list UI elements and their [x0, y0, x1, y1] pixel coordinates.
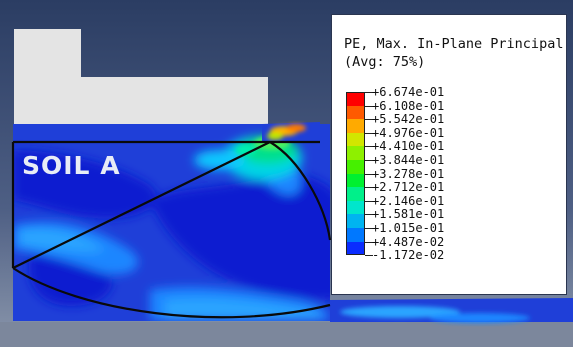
legend-swatch [346, 214, 365, 228]
legend-label: +6.674e-01 [372, 85, 445, 99]
failure-mechanism-lines [11, 140, 332, 319]
legend-row: +1.581e-01 [332, 207, 568, 228]
legend-swatch [346, 241, 365, 256]
legend-row: +3.278e-01 [332, 167, 568, 188]
legend-tick [365, 228, 373, 229]
legend-swatch [346, 200, 365, 215]
legend-label: +1.581e-01 [372, 207, 445, 222]
legend-label: +6.108e-01 [372, 98, 445, 113]
legend-swatch [346, 105, 365, 120]
legend-tick [365, 146, 373, 148]
legend-label: +4.410e-01 [372, 139, 445, 154]
legend-tick [365, 200, 373, 202]
legend-tick [365, 119, 373, 121]
legend-tick [365, 105, 373, 107]
legend-label: +4.487e-02 [372, 234, 445, 249]
legend-swatch [346, 187, 365, 201]
legend-row: +4.410e-01 [332, 139, 568, 160]
viewport-bottom-band [0, 322, 573, 347]
legend-row: +3.844e-01 [332, 153, 568, 174]
legend-row: +6.674e-01 [332, 85, 568, 106]
legend-swatch [346, 146, 365, 160]
legend-swatch [346, 132, 365, 147]
footing-shape [14, 29, 268, 142]
legend-tick [365, 187, 373, 189]
legend-row: +2.712e-01 [332, 180, 568, 201]
legend-row: +5.542e-01 [332, 112, 568, 133]
legend-label: +2.146e-01 [372, 193, 445, 208]
legend-tick [365, 241, 373, 243]
legend-tick [365, 160, 373, 161]
legend-label: +5.542e-01 [372, 112, 445, 127]
legend-subtitle: (Avg: 75%) [344, 54, 426, 70]
legend-label: +1.015e-01 [372, 221, 445, 235]
legend-row: -1.172e-02 [332, 248, 568, 268]
legend-tick [365, 92, 373, 93]
legend-tick [365, 173, 373, 175]
contour-legend[interactable]: PE, Max. In-Plane Principal (Avg: 75%) +… [331, 14, 567, 295]
legend-label: +3.278e-01 [372, 166, 445, 181]
legend-swatch [346, 228, 365, 242]
legend-swatch [346, 92, 365, 106]
legend-label: +3.844e-01 [372, 153, 445, 167]
legend-row: +6.108e-01 [332, 99, 568, 120]
legend-label: -1.172e-02 [372, 248, 445, 263]
legend-tick [365, 214, 373, 216]
legend-swatch [346, 160, 365, 174]
legend-title: PE, Max. In-Plane Principal [344, 36, 564, 52]
legend-tick [365, 132, 373, 134]
legend-label: +4.976e-01 [372, 125, 445, 140]
legend-row: +2.146e-01 [332, 194, 568, 215]
legend-label: +2.712e-01 [372, 180, 445, 195]
legend-swatch [346, 119, 365, 133]
legend-row: +4.976e-01 [332, 126, 568, 147]
legend-row: +4.487e-02 [332, 235, 568, 256]
soil-region-label: SOIL A [22, 151, 121, 180]
legend-tick [365, 255, 373, 257]
legend-row: +1.015e-01 [332, 221, 568, 242]
legend-swatch [346, 173, 365, 188]
